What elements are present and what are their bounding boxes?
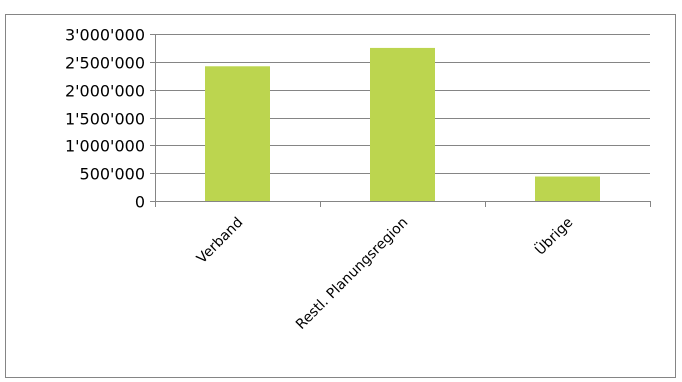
y-tick-label: 1'500'000 (65, 110, 145, 129)
bars (205, 47, 600, 201)
axes (150, 34, 651, 207)
bar (370, 47, 435, 201)
bar (535, 176, 600, 201)
y-tick-label: 2'500'000 (65, 54, 145, 73)
bar (205, 66, 270, 201)
y-tick-label: 2'000'000 (65, 82, 145, 101)
y-tick-label: 3'000'000 (65, 26, 145, 45)
y-tick-label: 500'000 (80, 165, 145, 184)
y-tick-label: 0 (135, 193, 145, 212)
y-tick-labels: 0 500'000 1'000'000 1'500'000 2'000'000 2'500… (65, 26, 145, 212)
y-tick-label: 1'000'000 (65, 137, 145, 156)
